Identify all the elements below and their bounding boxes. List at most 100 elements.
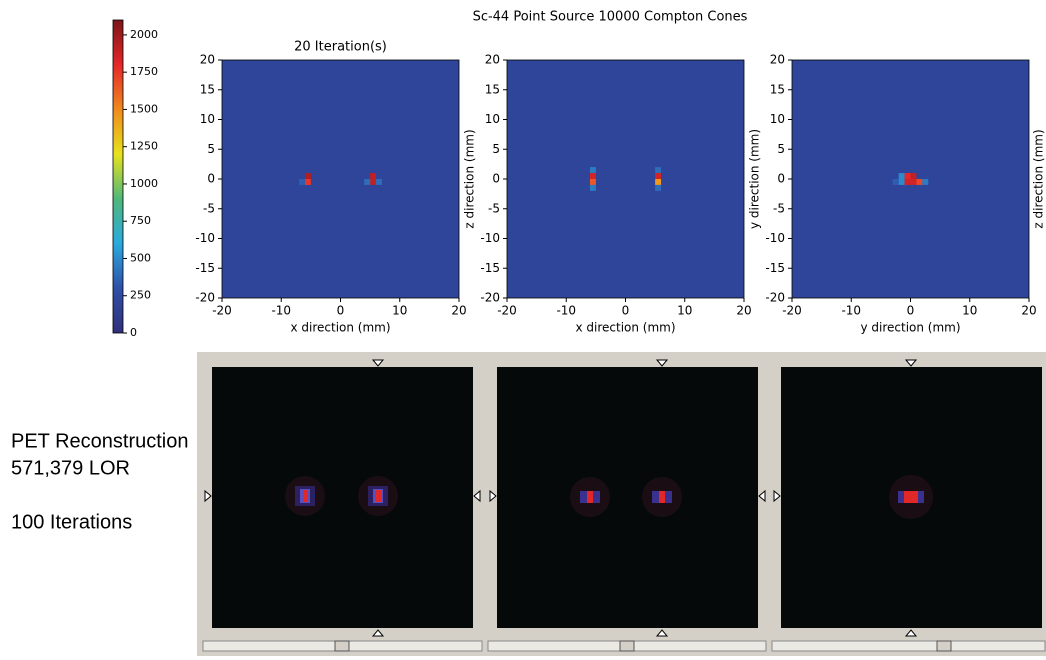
heatmap-cell <box>655 173 661 179</box>
y-tick-label: 0 <box>492 172 500 186</box>
heatmap-cell <box>655 179 661 185</box>
figure: Sc-44 Point Source 10000 Compton Cones <box>0 0 1046 656</box>
y-tick-label: 10 <box>485 112 500 126</box>
heatmap-cell <box>911 179 917 185</box>
y-tick-label: -20 <box>765 291 785 305</box>
scroll-thumb[interactable] <box>335 641 349 651</box>
heatmap-cell <box>376 179 382 185</box>
heatmap-cell <box>899 179 905 185</box>
x-tick-label: -10 <box>841 304 861 318</box>
pet-label: 571,379 LOR <box>11 457 130 479</box>
y2-axis-label: z direction (mm) <box>1032 129 1046 228</box>
x-tick-label: -20 <box>497 304 517 318</box>
y-tick-label: -10 <box>480 231 500 245</box>
y-tick-label: 15 <box>770 82 785 96</box>
y-tick-label: -15 <box>195 261 215 275</box>
y-tick-label: 0 <box>207 172 215 186</box>
scrollbar[interactable] <box>772 641 1045 651</box>
heatmap-cell <box>916 179 922 185</box>
pet-spot <box>587 491 593 503</box>
x-tick-label: -10 <box>271 304 291 318</box>
y-tick-label: 0 <box>777 172 785 186</box>
y-tick-label: -5 <box>203 201 215 215</box>
x-tick-label: 20 <box>736 304 751 318</box>
heatmap-cell <box>922 179 928 185</box>
y-tick-label: -5 <box>773 201 785 215</box>
heatmap-cell <box>590 167 596 173</box>
x-tick-label: 10 <box>962 304 977 318</box>
x-tick-label: -20 <box>782 304 802 318</box>
colorbar-tick-label: 0 <box>130 326 137 339</box>
pet-spot <box>303 490 308 502</box>
y-tick-label: 5 <box>777 142 785 156</box>
y-tick-label: 20 <box>200 53 215 67</box>
colorbar-tick-label: 1750 <box>130 65 158 78</box>
y-tick-label: 5 <box>207 142 215 156</box>
colorbar-tick-label: 1500 <box>130 102 158 115</box>
y-tick-label: -20 <box>480 291 500 305</box>
y-tick-label: 15 <box>200 82 215 96</box>
x-tick-label: 0 <box>337 304 345 318</box>
colorbar-tick-label: 250 <box>130 289 151 302</box>
pet-label: PET Reconstruction <box>11 430 189 452</box>
x-axis-label: x direction (mm) <box>575 321 675 335</box>
x-tick-label: -10 <box>556 304 576 318</box>
y-tick-label: 20 <box>485 53 500 67</box>
x-tick-label: 10 <box>392 304 407 318</box>
y-axis-label: z direction (mm) <box>463 129 477 228</box>
heatmap-cell <box>370 179 376 185</box>
heatmap-background <box>507 60 744 298</box>
colorbar-tick-label: 750 <box>130 214 151 227</box>
colorbar-tick-label: 1250 <box>130 140 158 153</box>
y-tick-label: 10 <box>200 112 215 126</box>
y-tick-label: -15 <box>765 261 785 275</box>
heatmap-cell <box>905 179 911 185</box>
heatmap-cell <box>370 173 376 179</box>
y-tick-label: 10 <box>770 112 785 126</box>
y-tick-label: 15 <box>485 82 500 96</box>
x-tick-label: 10 <box>677 304 692 318</box>
heatmap-cell <box>590 179 596 185</box>
heatmap-cell <box>299 179 305 185</box>
heatmap-cell <box>911 173 917 179</box>
heatmap-cell <box>364 179 370 185</box>
pet-label: 100 Iterations <box>11 511 132 533</box>
y-tick-label: 5 <box>492 142 500 156</box>
y-axis-label: y direction (mm) <box>748 129 762 229</box>
figure-title: Sc-44 Point Source 10000 Compton Cones <box>473 10 748 25</box>
heatmap-cell <box>893 179 899 185</box>
scrollbars <box>203 641 1045 651</box>
heatmap-background <box>222 60 459 298</box>
y-tick-label: -10 <box>765 231 785 245</box>
heatmap-cell <box>590 173 596 179</box>
x-tick-label: 0 <box>622 304 630 318</box>
y-tick-label: -15 <box>480 261 500 275</box>
heatmap-cell <box>590 185 596 191</box>
heatmap-cell <box>655 185 661 191</box>
x-tick-label: -20 <box>212 304 232 318</box>
pet-image <box>212 367 473 628</box>
scroll-thumb[interactable] <box>937 641 951 651</box>
x-axis-label: x direction (mm) <box>290 321 390 335</box>
x-tick-label: 20 <box>451 304 466 318</box>
pet-spot <box>659 491 665 503</box>
x-tick-label: 20 <box>1021 304 1036 318</box>
x-tick-label: 0 <box>907 304 915 318</box>
pet-spot <box>376 490 381 502</box>
pet-images <box>212 367 1042 628</box>
colorbar-tick-label: 1000 <box>130 177 158 190</box>
heatmap-cell <box>899 173 905 179</box>
pet-spot <box>904 491 918 503</box>
colorbar-tick-label: 2000 <box>130 28 158 41</box>
colorbar-tick-label: 500 <box>130 251 151 264</box>
y-tick-label: -10 <box>195 231 215 245</box>
heatmap-cell <box>905 173 911 179</box>
scroll-thumb[interactable] <box>620 641 634 651</box>
panel-title: 20 Iteration(s) <box>294 40 387 55</box>
pet-image <box>497 367 758 628</box>
y-tick-label: -20 <box>195 291 215 305</box>
x-axis-label: y direction (mm) <box>860 321 960 335</box>
y-tick-label: 20 <box>770 53 785 67</box>
y-tick-label: -5 <box>488 201 500 215</box>
heatmap-cell <box>305 179 311 185</box>
